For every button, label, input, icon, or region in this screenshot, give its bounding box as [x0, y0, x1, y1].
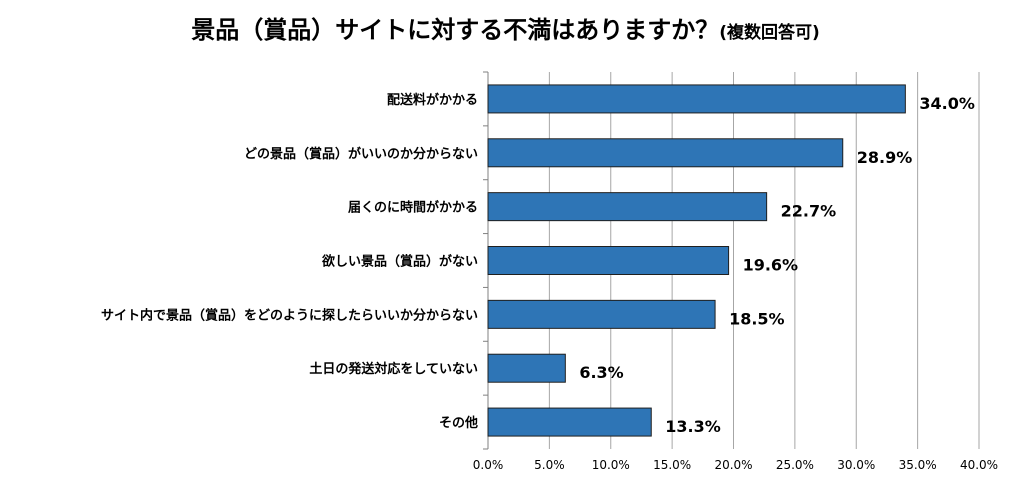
data-label: 22.7% — [781, 202, 837, 221]
x-tick-label: 35.0% — [899, 458, 937, 472]
bar — [487, 246, 730, 275]
data-label: 13.3% — [665, 417, 721, 436]
bar — [487, 84, 906, 114]
data-label: 18.5% — [729, 309, 785, 328]
chart-subtitle: (複数回答可) — [719, 23, 820, 43]
data-label: 19.6% — [743, 256, 799, 275]
category-label: 土日の発送対応をしていない — [309, 361, 478, 377]
category-label: 届くのに時間がかかる — [348, 200, 478, 216]
bar — [487, 299, 716, 329]
category-label: 配送料がかかる — [387, 92, 478, 108]
x-tick-label: 40.0% — [960, 458, 998, 472]
x-tick-label: 30.0% — [837, 458, 875, 472]
bar — [487, 138, 844, 168]
bar — [487, 353, 566, 383]
bar — [487, 192, 768, 222]
x-tick-label: 20.0% — [714, 458, 752, 472]
bar — [487, 407, 652, 437]
x-tick-label: 5.0% — [534, 458, 565, 472]
category-label: サイト内で景品（賞品）をどのように探したらいいか分からない — [101, 307, 478, 323]
data-label: 6.3% — [579, 363, 623, 382]
chart-title-main: 景品（賞品）サイトに対する不満はありますか？ — [191, 16, 720, 44]
category-label: その他 — [439, 415, 478, 431]
data-label: 28.9% — [857, 148, 913, 167]
data-label: 34.0% — [919, 94, 975, 113]
x-tick-label: 10.0% — [592, 458, 630, 472]
x-tick-label: 15.0% — [653, 458, 691, 472]
x-tick-label: 0.0% — [473, 458, 504, 472]
category-label: どの景品（賞品）がいいのか分からない — [244, 146, 478, 162]
x-tick-label: 25.0% — [776, 458, 814, 472]
chart-title: 景品（賞品）サイトに対する不満はありますか？(複数回答可) — [0, 10, 1011, 45]
category-label: 欲しい景品（賞品）がない — [321, 254, 478, 270]
